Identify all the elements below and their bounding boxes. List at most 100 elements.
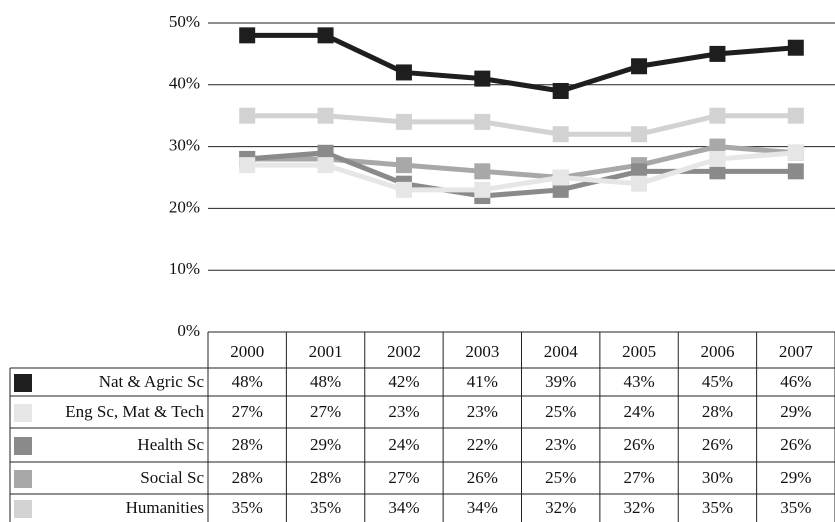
data-label: 24%	[388, 435, 419, 454]
data-label: 26%	[780, 435, 811, 454]
series	[239, 144, 804, 198]
data-label: 26%	[623, 435, 654, 454]
legend-label: Humanities	[126, 498, 204, 517]
marker	[631, 163, 648, 180]
x-tick-label: 2005	[622, 342, 656, 361]
data-label: 32%	[545, 498, 576, 517]
marker	[474, 181, 491, 198]
marker	[552, 82, 569, 99]
marker	[395, 64, 412, 81]
legend-label: Eng Sc, Mat & Tech	[65, 402, 204, 421]
data-label: 46%	[780, 372, 811, 391]
y-tick-label: 30%	[169, 136, 200, 155]
marker	[317, 157, 334, 174]
series	[239, 107, 804, 143]
data-label: 27%	[623, 468, 654, 487]
marker	[709, 150, 726, 167]
marker	[395, 113, 412, 130]
x-tick-label: 2001	[309, 342, 343, 361]
data-label: 27%	[310, 402, 341, 421]
legend-label: Social Sc	[140, 468, 204, 487]
x-tick-label: 2004	[544, 342, 579, 361]
data-label: 28%	[702, 402, 733, 421]
marker	[474, 70, 491, 87]
marker	[787, 39, 804, 56]
data-label: 42%	[388, 372, 419, 391]
data-label: 29%	[780, 402, 811, 421]
data-label: 26%	[702, 435, 733, 454]
marker	[239, 107, 256, 124]
data-label: 30%	[702, 468, 733, 487]
series	[239, 27, 804, 99]
data-label: 34%	[388, 498, 419, 517]
marker	[552, 169, 569, 186]
data-label: 35%	[780, 498, 811, 517]
data-label: 39%	[545, 372, 576, 391]
data-label: 35%	[310, 498, 341, 517]
marker	[709, 107, 726, 124]
data-label: 29%	[780, 468, 811, 487]
data-label: 29%	[310, 435, 341, 454]
marker	[631, 175, 648, 192]
y-tick-label: 40%	[169, 74, 200, 93]
data-label: 28%	[232, 468, 263, 487]
marker	[395, 181, 412, 198]
marker	[317, 27, 334, 44]
marker	[552, 126, 569, 143]
y-tick-label: 20%	[169, 197, 200, 216]
legend-label: Nat & Agric Sc	[99, 372, 205, 391]
marker	[395, 157, 412, 174]
data-label: 25%	[545, 468, 576, 487]
data-label: 48%	[232, 372, 263, 391]
data-label: 23%	[388, 402, 419, 421]
marker	[709, 138, 726, 155]
data-label: 45%	[702, 372, 733, 391]
series-line	[247, 150, 797, 193]
marker	[631, 58, 648, 75]
x-tick-label: 2006	[700, 342, 734, 361]
x-tick-label: 2002	[387, 342, 421, 361]
series-line	[247, 113, 796, 137]
data-label: 41%	[467, 372, 498, 391]
y-tick-label: 50%	[169, 12, 200, 31]
data-label: 28%	[232, 435, 263, 454]
data-label: 35%	[232, 498, 263, 517]
legend-swatch	[14, 437, 32, 455]
legend-swatch	[14, 374, 32, 392]
data-label: 23%	[467, 402, 498, 421]
marker	[552, 181, 569, 198]
marker	[474, 163, 491, 180]
data-label: 27%	[232, 402, 263, 421]
series-line	[247, 32, 797, 94]
y-tick-label: 10%	[169, 259, 200, 278]
marker	[787, 163, 804, 180]
data-label: 23%	[545, 435, 576, 454]
data-label: 26%	[467, 468, 498, 487]
x-tick-label: 2007	[779, 342, 814, 361]
data-label: 22%	[467, 435, 498, 454]
marker	[787, 107, 804, 124]
marker	[239, 27, 256, 44]
marker	[631, 126, 648, 143]
data-label: 27%	[388, 468, 419, 487]
series-line	[246, 150, 796, 199]
y-tick-label: 0%	[177, 321, 200, 340]
marker	[474, 113, 491, 130]
data-label: 35%	[702, 498, 733, 517]
marker	[239, 157, 256, 174]
data-label: 25%	[545, 402, 576, 421]
marker	[709, 45, 726, 62]
data-label: 34%	[467, 498, 498, 517]
data-label: 32%	[623, 498, 654, 517]
legend-label: Health Sc	[137, 435, 204, 454]
data-label: 48%	[310, 372, 341, 391]
marker	[317, 107, 334, 124]
x-tick-label: 2000	[230, 342, 264, 361]
data-label: 43%	[623, 372, 654, 391]
data-label: 28%	[310, 468, 341, 487]
marker	[787, 144, 804, 161]
legend-swatch	[14, 470, 32, 488]
x-tick-label: 2003	[465, 342, 499, 361]
marker	[317, 144, 334, 161]
